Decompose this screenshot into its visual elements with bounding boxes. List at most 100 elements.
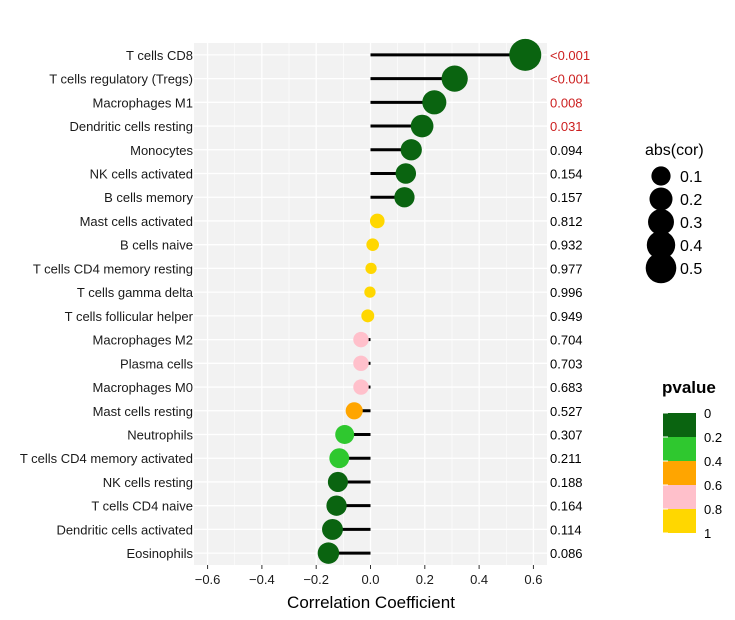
pvalue-label: 0.114 [550, 522, 582, 537]
category-label: NK cells resting [103, 475, 193, 490]
x-tick-label: −0.6 [195, 572, 221, 587]
pvalue-label: 0.094 [550, 143, 583, 158]
point [366, 238, 379, 251]
point [335, 425, 355, 444]
pvalue-label: 0.211 [550, 451, 582, 466]
category-label: NK cells activated [90, 167, 193, 182]
point [326, 495, 347, 516]
pvalue-label: 0.031 [550, 119, 583, 134]
size-legend-label: 0.3 [680, 215, 702, 232]
pvalue-label: 0.683 [550, 380, 583, 395]
category-label: Macrophages M2 [93, 333, 193, 348]
color-legend-swatch [663, 485, 696, 509]
category-label: T cells CD4 memory activated [20, 451, 193, 466]
color-legend-label: 1 [704, 526, 711, 541]
category-label: Dendritic cells activated [56, 522, 193, 537]
category-label: Mast cells activated [80, 214, 193, 229]
x-tick-label: 0.0 [361, 572, 379, 587]
color-legend: pvalue 0 0.2 0.4 0.6 0.8 1 [662, 378, 722, 541]
point [327, 471, 348, 493]
pvalue-label: 0.086 [550, 546, 583, 561]
point [329, 448, 350, 469]
color-legend-label: 0.4 [704, 454, 722, 469]
point [353, 331, 369, 348]
category-label: T cells gamma delta [77, 285, 194, 300]
size-legend-dot [651, 166, 671, 186]
x-tick-labels: −0.6 −0.4 −0.2 0.0 0.2 0.4 0.6 [195, 565, 542, 587]
point [509, 38, 542, 71]
point [353, 379, 369, 395]
y-tick-labels: T cells CD8 T cells regulatory (Tregs) Mac… [20, 48, 194, 561]
point [441, 65, 468, 92]
color-legend-swatch [663, 437, 696, 461]
pvalue-label: 0.977 [550, 261, 583, 276]
pvalue-label: 0.157 [550, 190, 583, 205]
category-label: Plasma cells [120, 356, 193, 371]
point [353, 355, 369, 372]
size-legend-title: abs(cor) [645, 142, 704, 159]
category-label: T cells CD4 memory resting [33, 261, 193, 276]
color-legend-swatch [663, 509, 696, 533]
point [345, 402, 363, 420]
category-label: T cells follicular helper [65, 309, 194, 324]
color-legend-bar [663, 413, 696, 533]
size-legend: abs(cor) 0.1 0.2 0.3 0.4 0.5 [645, 142, 704, 284]
points [317, 38, 542, 564]
category-label: T cells CD4 naive [91, 499, 193, 514]
pvalue-label: 0.164 [550, 499, 583, 514]
color-legend-label: 0.8 [704, 502, 722, 517]
size-legend-label: 0.1 [680, 169, 702, 186]
pvalue-label: 0.949 [550, 309, 583, 324]
point [361, 309, 375, 323]
size-legend-label: 0.2 [680, 192, 702, 209]
x-tick-label: 0.4 [470, 572, 488, 587]
pvalue-label: 0.812 [550, 214, 583, 229]
category-label: T cells CD8 [126, 48, 193, 63]
category-label: Macrophages M1 [93, 95, 193, 110]
category-label: Eosinophils [127, 546, 194, 561]
category-label: Dendritic cells resting [69, 119, 193, 134]
pvalue-label: <0.001 [550, 48, 590, 63]
pvalue-label: 0.307 [550, 428, 583, 443]
x-tick-label: 0.6 [524, 572, 542, 587]
pvalue-label: 0.704 [550, 333, 583, 348]
point [365, 262, 377, 275]
category-label: Monocytes [130, 143, 193, 158]
category-label: Neutrophils [127, 428, 193, 443]
point [322, 518, 343, 540]
pvalue-label: 0.996 [550, 285, 583, 300]
point [422, 90, 447, 115]
size-legend-label: 0.4 [680, 238, 702, 255]
pvalue-label: 0.932 [550, 238, 583, 253]
point [400, 139, 422, 161]
color-legend-swatch [663, 461, 696, 485]
pvalue-label: 0.154 [550, 167, 583, 182]
color-legend-label: 0.6 [704, 478, 722, 493]
pvalue-label: 0.008 [550, 95, 583, 110]
x-axis-title: Correlation Coefficient [287, 593, 455, 612]
size-legend-dot [649, 187, 673, 211]
category-label: B cells memory [104, 190, 193, 205]
x-tick-label: 0.2 [416, 572, 434, 587]
category-label: Macrophages M0 [93, 380, 193, 395]
size-legend-dot [645, 252, 677, 284]
point [394, 187, 415, 208]
point [364, 286, 376, 298]
pvalue-label: 0.188 [550, 475, 583, 490]
category-label: T cells regulatory (Tregs) [49, 72, 193, 87]
x-tick-label: −0.2 [303, 572, 329, 587]
point [317, 542, 340, 564]
color-legend-label: 0.2 [704, 430, 722, 445]
point [369, 213, 385, 229]
pvalue-label: <0.001 [550, 72, 590, 87]
size-legend-dot [648, 209, 674, 235]
pvalue-label: 0.703 [550, 356, 583, 371]
size-legend-label: 0.5 [680, 261, 702, 278]
x-tick-label: −0.4 [249, 572, 275, 587]
color-legend-swatch [663, 413, 696, 437]
category-label: B cells naive [120, 238, 193, 253]
size-legend-dot [646, 230, 676, 260]
point [395, 163, 417, 184]
